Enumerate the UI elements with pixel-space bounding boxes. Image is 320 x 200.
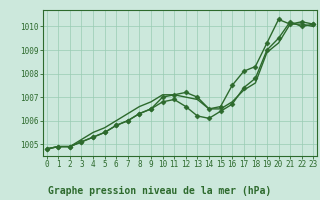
Text: Graphe pression niveau de la mer (hPa): Graphe pression niveau de la mer (hPa) bbox=[48, 186, 272, 196]
